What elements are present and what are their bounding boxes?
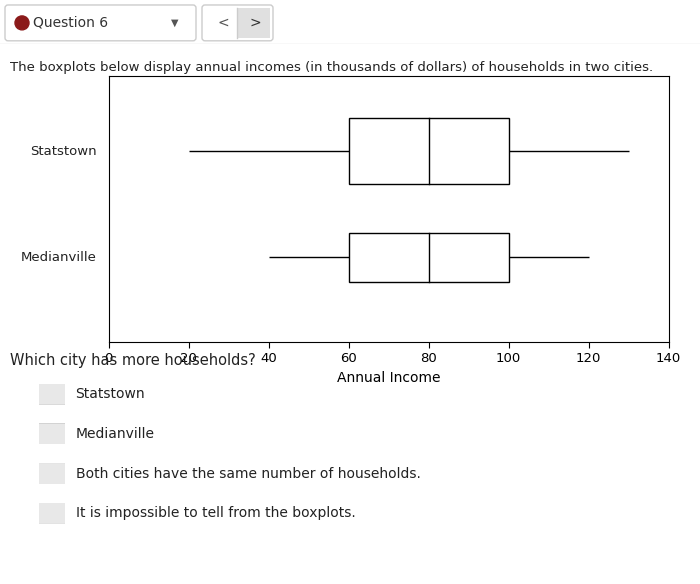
- Text: Both cities have the same number of households.: Both cities have the same number of hous…: [76, 467, 421, 481]
- Bar: [349, 233, 508, 282]
- X-axis label: Annual Income: Annual Income: [337, 371, 440, 385]
- FancyBboxPatch shape: [38, 463, 66, 485]
- Text: <: <: [217, 16, 229, 30]
- Bar: [237, 8, 270, 38]
- Text: The boxplots below display annual incomes (in thousands of dollars) of household: The boxplots below display annual income…: [10, 61, 653, 74]
- Text: Question 6: Question 6: [33, 16, 108, 30]
- Bar: [349, 118, 508, 185]
- FancyBboxPatch shape: [38, 502, 66, 524]
- Text: >: >: [249, 16, 261, 30]
- FancyBboxPatch shape: [38, 383, 66, 405]
- Circle shape: [15, 16, 29, 30]
- Text: Statstown: Statstown: [30, 145, 97, 158]
- FancyBboxPatch shape: [5, 5, 196, 41]
- Text: Medianville: Medianville: [20, 251, 97, 264]
- FancyBboxPatch shape: [38, 423, 66, 445]
- Text: Medianville: Medianville: [76, 427, 155, 441]
- Text: ▼: ▼: [172, 18, 178, 28]
- Text: It is impossible to tell from the boxplots.: It is impossible to tell from the boxplo…: [76, 506, 356, 520]
- Text: Statstown: Statstown: [76, 387, 145, 401]
- Text: Which city has more households?: Which city has more households?: [10, 353, 256, 369]
- FancyBboxPatch shape: [202, 5, 273, 41]
